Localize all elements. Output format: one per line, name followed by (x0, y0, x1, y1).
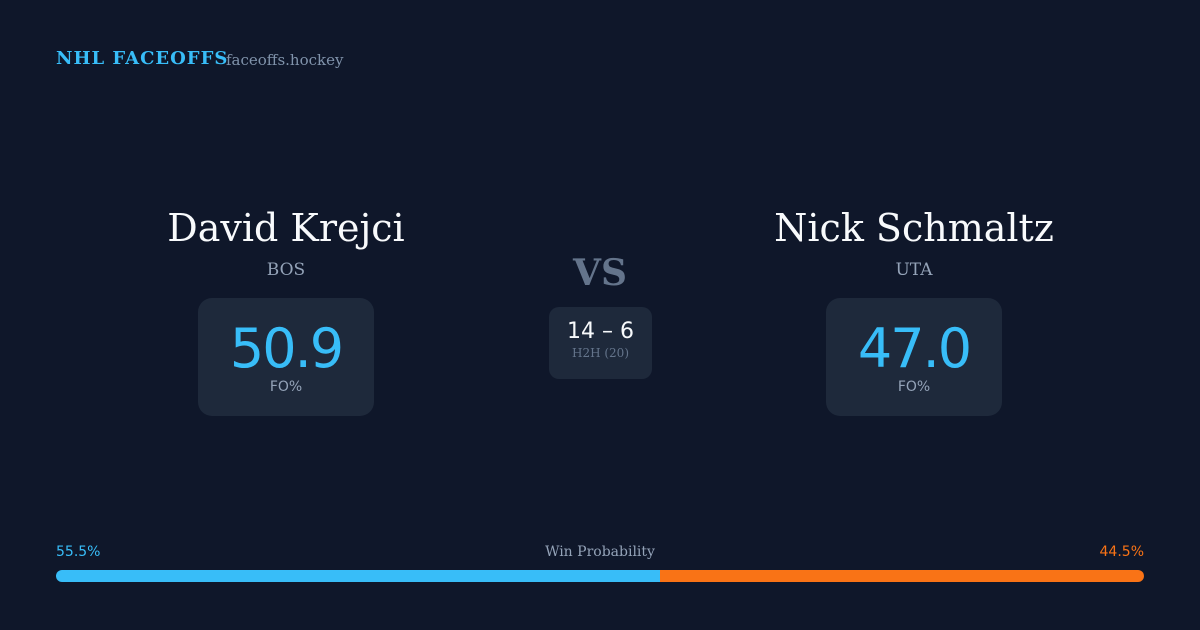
brand-title: NHL FACEOFFS (56, 48, 229, 69)
h2h-score: 14 – 6 (567, 319, 634, 344)
win-probability-label: Win Probability (545, 544, 655, 560)
left-win-pct: 55.5% (56, 544, 101, 560)
right-bar-segment (659, 570, 1144, 582)
player-name: Nick Schmaltz (774, 206, 1054, 250)
fo-pct: 47.0 (857, 317, 972, 380)
right-win-pct: 44.5% (1099, 544, 1144, 560)
site-url: faceoffs.hockey (226, 51, 344, 69)
h2h-card: 14 – 6 H2H (20) (549, 307, 652, 379)
h2h-label: H2H (20) (571, 346, 629, 360)
vs-label: VS (573, 252, 627, 294)
left-player: David Krejci BOS 50.9 FO% (76, 206, 496, 416)
player-name: David Krejci (167, 206, 405, 250)
team-abbr: UTA (895, 260, 933, 280)
right-player: Nick Schmaltz UTA 47.0 FO% (704, 206, 1124, 416)
fo-card: 47.0 FO% (826, 298, 1002, 416)
fo-label: FO% (897, 379, 931, 395)
fo-card: 50.9 FO% (198, 298, 374, 416)
fo-label: FO% (269, 379, 303, 395)
win-probability-bar (56, 570, 1144, 582)
fo-pct: 50.9 (229, 317, 344, 380)
left-bar-segment (56, 570, 660, 582)
team-abbr: BOS (266, 260, 306, 280)
